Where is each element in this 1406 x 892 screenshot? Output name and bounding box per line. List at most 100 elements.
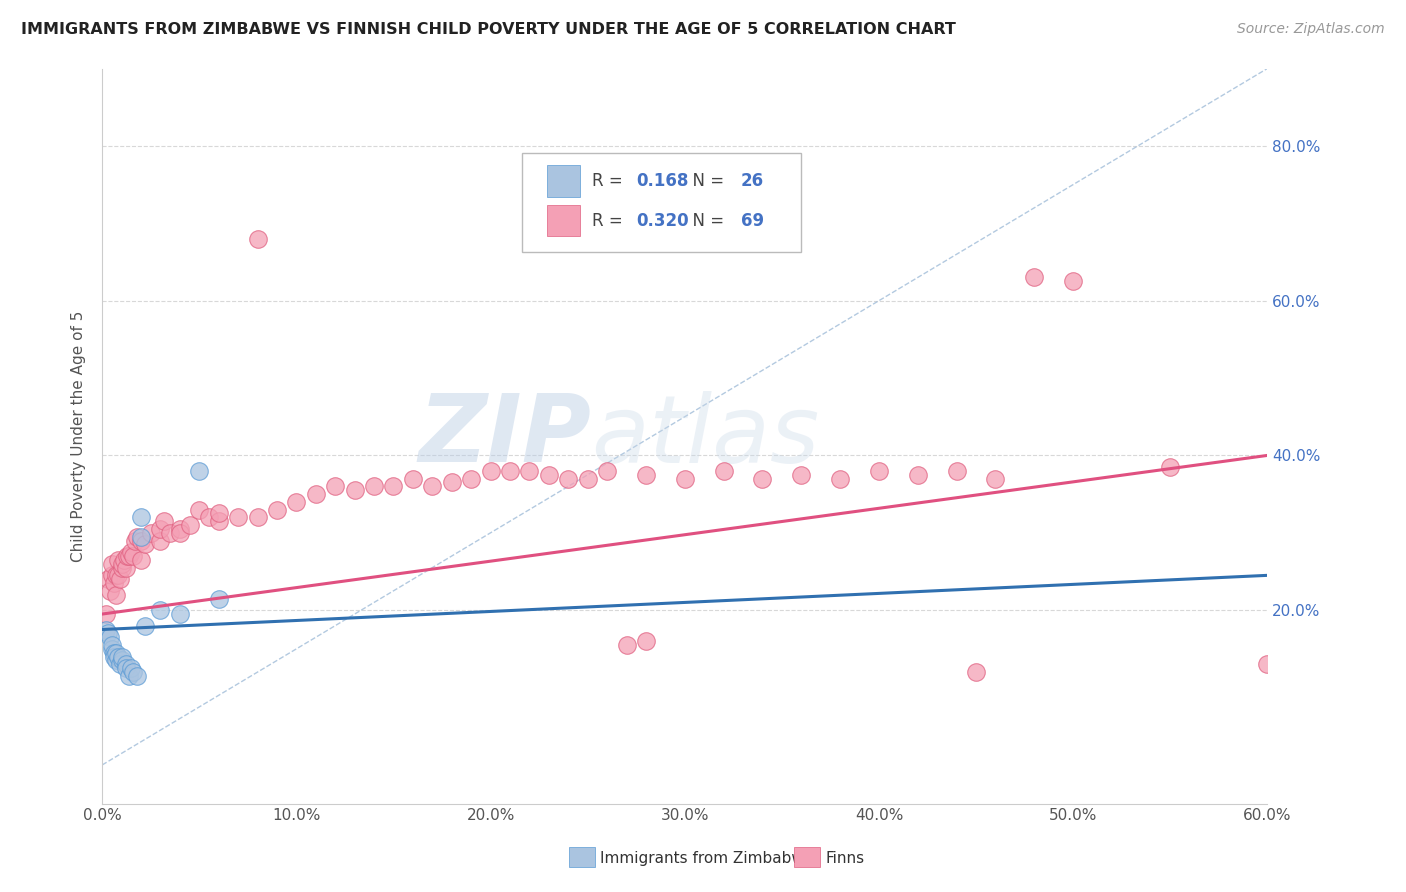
Point (323, 479, 346, 493)
Point (188, 502, 211, 516)
Point (129, 510, 152, 524)
Point (114, 657, 136, 672)
Point (114, 560, 136, 574)
Point (440, 475, 463, 490)
Point (124, 533, 146, 548)
Point (198, 510, 221, 524)
Point (285, 495, 308, 509)
Point (139, 525, 162, 540)
Point (153, 514, 176, 528)
Point (149, 603, 172, 617)
Point (111, 649, 134, 664)
Point (179, 518, 201, 533)
Text: IMMIGRANTS FROM ZIMBABWE VS FINNISH CHILD POVERTY UNDER THE AGE OF 5 CORRELATION: IMMIGRANTS FROM ZIMBABWE VS FINNISH CHIL… (21, 22, 956, 37)
Point (616, 638, 638, 652)
Point (129, 553, 152, 567)
Point (134, 618, 156, 632)
Point (101, 568, 124, 582)
Text: N =: N = (682, 172, 730, 190)
Point (114, 661, 136, 675)
Point (112, 553, 135, 567)
Point (965, 665, 987, 679)
Point (246, 232, 269, 246)
Point (108, 572, 131, 586)
Text: R =: R = (592, 211, 627, 229)
Point (94, 623, 117, 637)
Point (519, 464, 541, 478)
Point (122, 549, 145, 563)
Point (104, 646, 127, 660)
Point (94, 607, 117, 621)
Point (122, 665, 145, 679)
Point (107, 553, 129, 567)
Text: 26: 26 (741, 172, 763, 190)
Point (208, 507, 231, 521)
Point (537, 467, 560, 482)
Point (103, 576, 125, 591)
Point (188, 464, 211, 478)
Point (103, 646, 125, 660)
Point (305, 487, 328, 501)
Point (98, 630, 121, 644)
Point (111, 560, 134, 574)
Point (246, 510, 269, 524)
Point (634, 634, 657, 648)
Point (945, 464, 967, 478)
Point (97, 626, 120, 640)
Point (634, 467, 657, 482)
Y-axis label: Child Poverty Under the Age of 5: Child Poverty Under the Age of 5 (72, 310, 86, 562)
Point (169, 607, 191, 621)
Point (713, 464, 735, 478)
Point (673, 472, 696, 486)
Point (1159, 460, 1181, 475)
Point (1024, 270, 1046, 285)
Text: Immigrants from Zimbabwe: Immigrants from Zimbabwe (600, 851, 814, 865)
Text: atlas: atlas (592, 391, 820, 482)
Point (101, 557, 124, 571)
Point (127, 669, 149, 683)
Point (129, 533, 152, 548)
Point (98, 583, 121, 598)
Text: 0.168: 0.168 (636, 172, 688, 190)
Point (402, 472, 425, 486)
Point (266, 502, 288, 516)
Point (117, 549, 139, 563)
Point (830, 472, 852, 486)
Bar (547, 165, 579, 197)
Point (101, 638, 124, 652)
Point (596, 464, 619, 478)
Point (499, 464, 522, 478)
Point (107, 649, 129, 664)
Text: ZIP: ZIP (419, 390, 592, 482)
Point (1256, 657, 1278, 672)
Point (120, 545, 142, 559)
Point (420, 479, 443, 493)
Text: Source: ZipAtlas.com: Source: ZipAtlas.com (1237, 22, 1385, 37)
Point (208, 514, 231, 528)
Text: Finns: Finns (825, 851, 865, 865)
Point (111, 653, 134, 667)
Point (118, 669, 141, 683)
Text: 69: 69 (741, 211, 763, 229)
Point (1062, 274, 1084, 288)
Point (363, 479, 385, 493)
Point (120, 661, 142, 675)
Bar (547, 205, 579, 236)
Point (107, 568, 129, 582)
Point (111, 557, 134, 571)
Point (104, 568, 127, 582)
Point (460, 472, 482, 486)
Point (557, 472, 579, 486)
Text: R =: R = (592, 172, 627, 190)
Point (169, 522, 191, 536)
Text: 0.320: 0.320 (636, 211, 689, 229)
Point (907, 467, 929, 482)
Point (149, 522, 172, 536)
Point (984, 472, 1007, 486)
Point (868, 464, 890, 478)
Point (382, 479, 405, 493)
Point (129, 530, 152, 544)
Point (118, 549, 141, 563)
Point (97, 572, 120, 586)
Point (149, 533, 172, 548)
